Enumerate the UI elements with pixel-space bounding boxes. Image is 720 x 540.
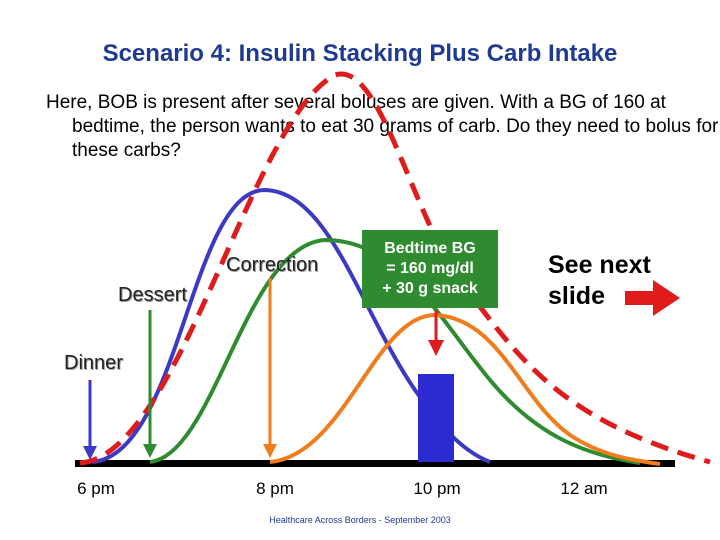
snack-bar [418, 374, 454, 462]
dinner-label: Dinner [64, 352, 123, 374]
bedtime-bg-line2: = 160 mg/dl [386, 260, 474, 277]
total-bob-curve [79, 71, 711, 466]
slide-title: Scenario 4: Insulin Stacking Plus Carb I… [102, 40, 618, 67]
correction-label: Correction [226, 254, 319, 276]
dessert-label: Dessert [118, 284, 187, 306]
dessert-arrowhead [143, 444, 157, 458]
slide-footer: Healthcare Across Borders - September 20… [269, 515, 451, 525]
time-label-10pm: 10 pm [413, 479, 461, 498]
dinner-arrowhead [83, 446, 97, 460]
time-axis-bar [75, 460, 675, 467]
correction-insulin-curve [269, 312, 661, 466]
bedtime-bg-line1: Bedtime BG [384, 240, 476, 257]
correction-arrowhead [263, 444, 277, 458]
see-next-line1: See next [548, 251, 651, 279]
time-label-12am: 12 am [560, 479, 608, 498]
time-label-6pm: 6 pm [77, 479, 115, 498]
time-label-8pm: 8 pm [256, 479, 294, 498]
bedtime-bg-line3: + 30 g snack [382, 280, 478, 297]
next-slide-arrow-shaft [625, 291, 655, 305]
snack-arrowhead [428, 340, 444, 356]
next-slide-arrow-head [653, 280, 680, 316]
bedtime-bg-box: Bedtime BG = 160 mg/dl + 30 g snack [362, 230, 498, 308]
see-next-slide: See next slide [548, 250, 651, 312]
scenario-description: Here, BOB is present after several bolus… [46, 92, 719, 161]
see-next-line2: slide [548, 282, 605, 310]
